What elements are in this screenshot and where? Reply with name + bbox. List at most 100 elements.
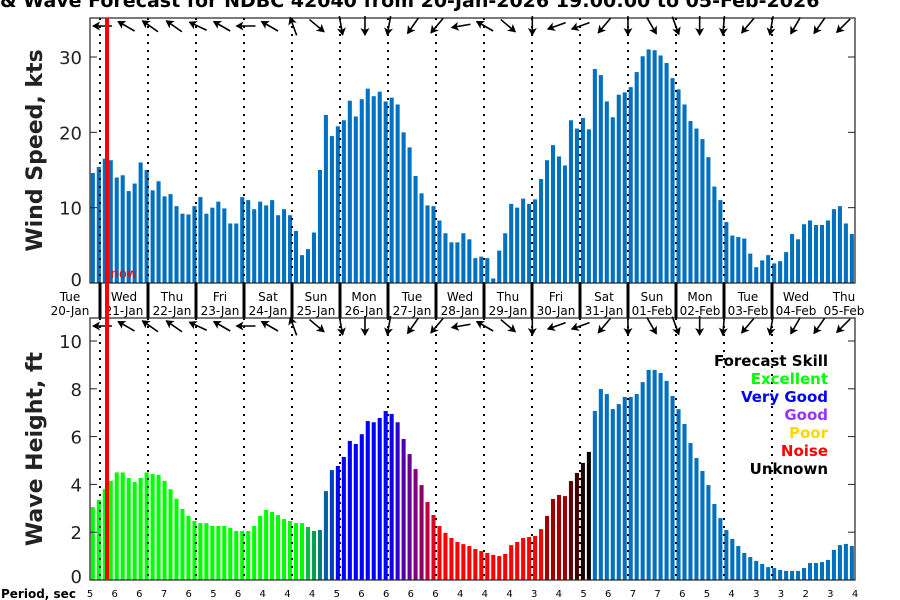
wind-speed-bar bbox=[598, 75, 603, 283]
date-label: 26-Jan bbox=[345, 304, 384, 318]
wind-speed-bar bbox=[831, 209, 836, 283]
day-separator bbox=[578, 283, 582, 318]
wave-height-bar bbox=[467, 546, 472, 580]
wind-speed-bar bbox=[419, 193, 424, 283]
wind-speed-bar bbox=[174, 206, 179, 283]
wind-speed-bar bbox=[580, 118, 585, 284]
period-value: 5 bbox=[334, 589, 340, 600]
wave-height-bar bbox=[335, 465, 340, 580]
day-of-week-label: Tue bbox=[737, 290, 759, 304]
wave-height-bar bbox=[479, 551, 484, 580]
wind-direction-arrow-icon bbox=[813, 17, 826, 35]
wind-speed-bar bbox=[401, 132, 406, 283]
wave-height-bar bbox=[766, 567, 771, 580]
wind-speed-bar bbox=[305, 249, 311, 283]
wave-height-bar bbox=[760, 563, 765, 580]
wind-speed-bar bbox=[407, 147, 412, 283]
wave-height-bar bbox=[186, 515, 191, 580]
period-value: 5 bbox=[87, 589, 93, 600]
period-value: 4 bbox=[260, 589, 266, 600]
wave-height-bar bbox=[395, 422, 400, 580]
wind-speed-bar bbox=[825, 220, 830, 283]
wave-height-bar bbox=[180, 509, 185, 580]
wave-height-bar bbox=[126, 477, 131, 580]
wave-direction-arrow-icon bbox=[430, 317, 444, 334]
wind-speed-bar bbox=[108, 160, 113, 283]
period-value: 6 bbox=[408, 589, 414, 600]
wind-direction-arrow-icon bbox=[695, 16, 705, 36]
wind-speed-bar bbox=[545, 160, 550, 283]
wind-speed-bar bbox=[413, 176, 418, 283]
wave-height-bar bbox=[515, 541, 520, 580]
date-label: 02-Feb bbox=[680, 304, 721, 318]
day-separator bbox=[290, 283, 294, 318]
wind-direction-arrow-icon bbox=[430, 17, 444, 34]
wind-speed-bar bbox=[700, 139, 705, 283]
wind-speed-bar bbox=[180, 213, 185, 283]
period-value: 4 bbox=[728, 589, 734, 600]
wind-speed-bar bbox=[730, 235, 735, 283]
wave-height-bar bbox=[425, 502, 430, 580]
period-value: 6 bbox=[136, 589, 142, 600]
wind-speed-bar bbox=[90, 173, 95, 283]
period-value: 4 bbox=[284, 589, 290, 600]
wind-speed-bar bbox=[670, 78, 675, 284]
wave-height-bar bbox=[718, 518, 723, 580]
wind-speed-bar bbox=[556, 156, 562, 283]
wave-height-bar bbox=[341, 456, 346, 580]
wind-direction-arrow-icon bbox=[623, 16, 633, 36]
wind-speed-bar bbox=[473, 258, 478, 283]
wave-direction-arrow-icon bbox=[450, 321, 471, 331]
wind-direction-arrow-icon bbox=[646, 16, 658, 35]
wind-speed-bar bbox=[150, 190, 155, 283]
wind-direction-arrow-icon bbox=[117, 20, 135, 32]
wind-speed-bar bbox=[282, 209, 287, 283]
legend-title: Forecast Skill bbox=[714, 352, 828, 370]
wave-height-bar bbox=[616, 404, 621, 580]
wind-direction-arrow-icon bbox=[527, 16, 537, 36]
wave-height-bar bbox=[443, 532, 448, 580]
wave-height-bar bbox=[156, 474, 161, 580]
wind-speed-bar bbox=[509, 203, 514, 283]
wave-height-bar bbox=[772, 568, 777, 580]
wave-height-bar bbox=[849, 546, 854, 580]
wave-height-bar bbox=[317, 530, 322, 580]
wave-direction-arrow-icon bbox=[695, 316, 705, 336]
wind-speed-bar bbox=[754, 267, 759, 283]
wind-speed-bar bbox=[604, 101, 609, 284]
wind-speed-bar bbox=[664, 63, 669, 283]
wave-height-bar bbox=[168, 489, 173, 580]
wind-speed-bar bbox=[760, 260, 765, 283]
wind-speed-bar bbox=[497, 250, 502, 283]
wind-speed-bar bbox=[264, 205, 269, 283]
y-tick-label: 4 bbox=[71, 475, 82, 496]
day-separator bbox=[530, 283, 534, 318]
day-of-week-label: Wed bbox=[447, 290, 473, 304]
wave-height-bar bbox=[700, 471, 705, 580]
wave-direction-arrow-icon bbox=[718, 315, 728, 336]
day-of-week-label: Sun bbox=[305, 290, 328, 304]
wave-height-bar bbox=[120, 472, 125, 580]
wave-height-bar bbox=[825, 559, 830, 580]
wind-speed-bar bbox=[849, 234, 854, 283]
wave-height-bar bbox=[282, 519, 287, 580]
wave-height-bar bbox=[228, 527, 233, 580]
y-tick-label: 6 bbox=[71, 428, 82, 449]
wind-speed-bar bbox=[843, 223, 848, 283]
wave-height-bar bbox=[598, 389, 603, 580]
period-value: 5 bbox=[704, 589, 710, 600]
wave-height-bar bbox=[682, 423, 687, 580]
wave-height-bar bbox=[144, 472, 149, 580]
y-tick-label: 8 bbox=[71, 380, 82, 401]
wave-height-bar bbox=[258, 515, 263, 580]
wind-direction-arrow-icon bbox=[384, 16, 393, 36]
wind-speed-bar bbox=[694, 128, 699, 283]
wind-speed-bar bbox=[270, 200, 275, 283]
legend-item-excellent: Excellent bbox=[751, 370, 828, 388]
wave-direction-arrow-icon bbox=[308, 318, 325, 333]
wind-speed-bar bbox=[807, 220, 813, 283]
wave-height-bar bbox=[305, 526, 311, 580]
wave-height-bar bbox=[652, 369, 657, 580]
wind-speed-bar bbox=[736, 237, 741, 283]
